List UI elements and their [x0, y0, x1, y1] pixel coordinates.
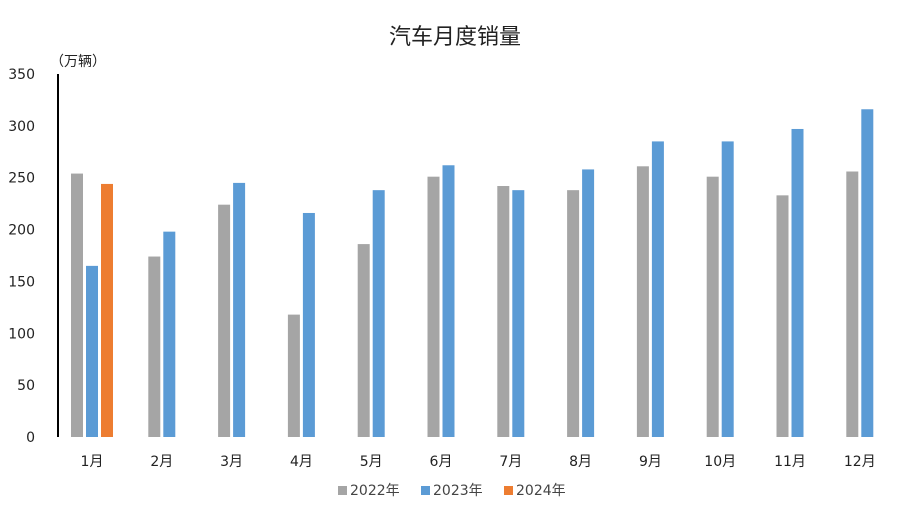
y-tick-label: 250	[8, 171, 35, 187]
x-tick-label: 5月	[360, 454, 383, 470]
bar-2022年-6月	[427, 176, 440, 438]
bar-2022年-4月	[287, 314, 300, 437]
x-tick-label: 6月	[430, 454, 453, 470]
bar-2022年-12月	[846, 171, 859, 437]
x-tick-label: 10月	[704, 454, 736, 470]
bar-2023年-11月	[791, 128, 804, 437]
x-tick-label: 3月	[220, 454, 243, 470]
legend-label: 2022年	[350, 483, 400, 499]
legend-swatch	[504, 486, 513, 495]
bar-2022年-1月	[71, 173, 83, 437]
bar-2023年-8月	[582, 169, 595, 437]
bar-2023年-12月	[861, 109, 874, 438]
bar-2022年-8月	[567, 190, 580, 437]
bar-2024年-1月	[101, 183, 113, 437]
y-tick-label: 0	[26, 430, 35, 446]
bar-2023年-3月	[233, 182, 246, 437]
bar-2023年-4月	[302, 212, 315, 437]
x-tick-label: 8月	[569, 454, 592, 470]
bar-2023年-2月	[163, 231, 176, 437]
y-tick-label: 150	[8, 274, 35, 290]
bar-2022年-11月	[776, 195, 789, 437]
bar-2022年-2月	[148, 256, 161, 437]
y-axis-label: （万辆）	[50, 54, 106, 70]
bar-2023年-9月	[651, 141, 664, 437]
legend-label: 2024年	[516, 483, 566, 499]
bar-2023年-7月	[512, 190, 525, 437]
bar-2022年-3月	[218, 204, 231, 437]
x-tick-label: 2月	[150, 454, 173, 470]
y-tick-label: 350	[8, 67, 35, 83]
bar-2023年-6月	[442, 165, 455, 438]
bar-2023年-5月	[372, 190, 385, 437]
x-tick-label: 1月	[81, 454, 104, 470]
bar-2023年-10月	[721, 141, 734, 437]
bar-2023年-1月	[86, 265, 98, 437]
bar-2022年-7月	[497, 186, 510, 437]
x-tick-label: 11月	[774, 454, 806, 470]
x-tick-label: 4月	[290, 454, 313, 470]
x-tick-label: 9月	[639, 454, 662, 470]
y-tick-label: 300	[8, 119, 35, 135]
bar-2022年-10月	[706, 176, 719, 438]
y-tick-label: 50	[17, 378, 35, 394]
chart-title: 汽车月度销量	[389, 25, 521, 50]
y-tick-label: 200	[8, 223, 35, 239]
legend-swatch	[338, 486, 347, 495]
x-tick-label: 7月	[499, 454, 522, 470]
legend-swatch	[421, 486, 430, 495]
bar-2022年-5月	[357, 244, 370, 437]
bar-2022年-9月	[636, 166, 649, 437]
x-tick-label: 12月	[844, 454, 876, 470]
y-tick-label: 100	[8, 326, 35, 342]
legend-label: 2023年	[433, 483, 483, 499]
